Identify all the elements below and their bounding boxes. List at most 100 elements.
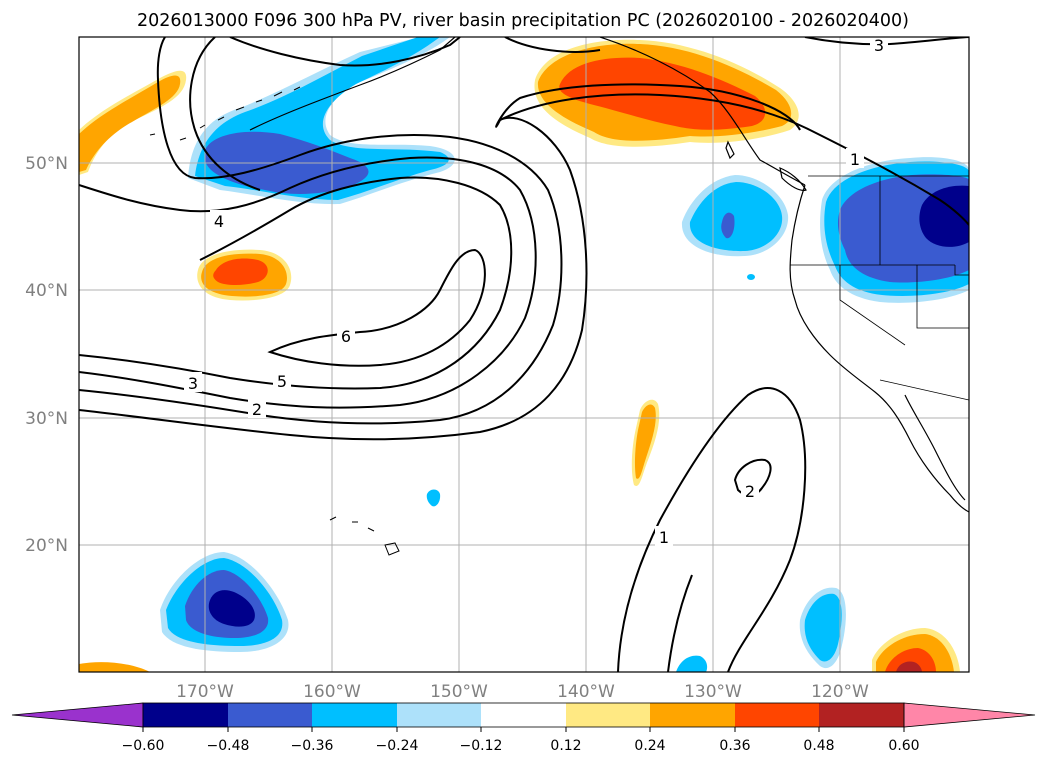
label-bg: [248, 398, 266, 418]
neg-hawaii-speck: [426, 489, 441, 507]
pos-southeast-darkest: [896, 661, 922, 672]
neg-south-darkest: [208, 590, 255, 627]
neg-offshore-dark: [721, 212, 735, 239]
contour-label-6: 6: [337, 325, 355, 346]
colorbar-segment: [735, 703, 819, 727]
haida-gwaii: [725, 140, 735, 160]
political-borders: [790, 175, 969, 401]
contour-label-3-west: 3: [184, 372, 202, 393]
colorbar-tick-label: 0.24: [634, 738, 665, 754]
lat-label-50n: 50°N: [25, 154, 68, 174]
label-bg: [870, 37, 888, 54]
pv-contour-low-a: [229, 37, 461, 67]
label-bg: [210, 210, 228, 230]
contour-label-6-text: 6: [341, 327, 351, 346]
colorbar-tick-label: −0.48: [207, 738, 250, 754]
contour-label-5: 5: [273, 370, 291, 391]
contour-labels: 6 5 4 3 3: [184, 36, 888, 547]
contour-label-5-text: 5: [277, 372, 287, 391]
neg-bottom-center: [676, 655, 708, 672]
pv-contour-1-south: [617, 387, 807, 672]
colorbar: −0.60 −0.48 −0.36 −0.24 −0.12 0.12 0.24 …: [11, 702, 1036, 754]
contour-label-2-south: 2: [741, 480, 759, 501]
contour-label-3-west-text: 3: [188, 374, 198, 393]
colorbar-tick-label: 0.60: [888, 738, 919, 754]
colorbar-segment: [481, 703, 566, 727]
colorbar-tick-label: 0.12: [550, 738, 581, 754]
colorbar-tick-labels: −0.60 −0.48 −0.36 −0.24 −0.12 0.12 0.24 …: [122, 738, 920, 754]
pv-contour-6: [267, 248, 486, 367]
label-bg: [846, 148, 864, 168]
colorbar-under-arrow: [11, 702, 144, 728]
colorbar-ticks: [142, 727, 905, 732]
map-title: 2026013000 F096 300 hPa PV, river basin …: [137, 11, 909, 31]
colorbar-segment: [143, 703, 228, 727]
baja-california: [904, 394, 966, 501]
colorbar-segment: [650, 703, 735, 727]
label-bg: [741, 480, 759, 500]
state-borders: [790, 176, 969, 401]
map-panel: 6 5 4 3 3: [78, 36, 970, 673]
colorbar-segment: [819, 703, 904, 727]
pos-alaska-dark: [559, 57, 766, 130]
colorbar-segment: [566, 703, 650, 727]
colorbar-tick-label: −0.24: [376, 738, 419, 754]
lat-label-40n: 40°N: [25, 281, 68, 301]
lat-labels: 50°N 40°N 30°N 20°N: [25, 154, 68, 556]
colorbar-segment: [312, 703, 397, 727]
contour-label-4: 4: [210, 210, 228, 231]
label-bg: [184, 372, 202, 392]
pv-contour-2: [79, 83, 801, 441]
pv-contour-3-top: [804, 37, 969, 46]
neg-offshore-speck: [747, 274, 755, 280]
pv-contour-1-southwest: [667, 574, 693, 672]
hawaii-islands: [329, 516, 400, 556]
lon-label-150w: 150°W: [430, 682, 488, 702]
pv-contour-1-north: [499, 93, 969, 226]
colorbar-tick-label: 0.36: [719, 738, 750, 754]
colorbar-tick-label: −0.60: [122, 738, 165, 754]
colorbar-frame: [142, 702, 905, 728]
lon-labels: 170°W 160°W 150°W 140°W 130°W 120°W: [176, 682, 869, 702]
contour-label-1-south: 1: [655, 526, 673, 547]
pos-midlat-dark: [213, 258, 268, 285]
pos-bottom-left: [79, 662, 150, 672]
contour-label-1-north: 1: [846, 148, 864, 169]
colorbar-tick-label: 0.48: [803, 738, 834, 754]
neg-southeast-mid: [804, 593, 842, 662]
colorbar-segment: [397, 703, 481, 727]
contour-label-4-text: 4: [214, 212, 224, 231]
coastlines: [149, 37, 969, 556]
pv-contours: [79, 37, 969, 672]
lat-label-30n: 30°N: [25, 409, 68, 429]
pv-contour-low-b: [189, 37, 601, 191]
label-bg: [273, 370, 291, 390]
contour-label-2-west: 2: [248, 398, 266, 419]
contour-label-2-west-text: 2: [252, 400, 262, 419]
label-bg: [655, 526, 673, 546]
contour-label-1-north-text: 1: [850, 150, 860, 169]
us-west-coast: [789, 184, 969, 513]
contour-label-3-northeast-text: 3: [874, 36, 884, 55]
contour-label-3-northeast: 3: [870, 36, 888, 55]
vancouver-island: [779, 167, 807, 191]
contour-label-2-south-text: 2: [745, 482, 755, 501]
colorbar-segment: [228, 703, 312, 727]
map-frame: [78, 36, 970, 673]
pos-nw-corner-mid: [79, 75, 181, 172]
lon-label-140w: 140°W: [557, 682, 615, 702]
aleutian-islands: [149, 86, 301, 141]
lon-label-170w: 170°W: [176, 682, 234, 702]
pos-southeast-dark: [885, 648, 936, 672]
lat-label-20n: 20°N: [25, 536, 68, 556]
colorbar-tick-label: −0.36: [291, 738, 334, 754]
pv-contour-4: [79, 156, 537, 409]
contour-label-1-south-text: 1: [659, 528, 669, 547]
lon-label-120w: 120°W: [811, 682, 869, 702]
lon-label-160w: 160°W: [303, 682, 361, 702]
colorbar-tick-label: −0.12: [460, 738, 503, 754]
pv-contour-3: [79, 37, 563, 425]
label-bg: [337, 325, 355, 345]
pv-contour-5: [79, 176, 513, 390]
lon-label-130w: 130°W: [684, 682, 742, 702]
